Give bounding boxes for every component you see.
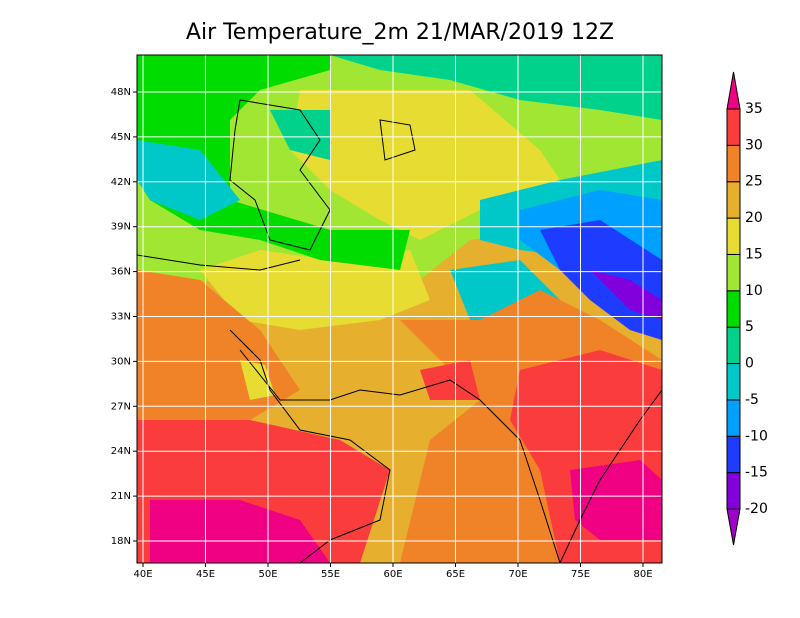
colorbar-bin <box>726 399 741 437</box>
coast-line <box>399 379 662 563</box>
plot-frame <box>136 54 663 564</box>
colorbar: -20 -15 -10 -5 0 5 10 15 20 25 30 35 <box>726 71 768 546</box>
colorbar-bin <box>726 435 741 474</box>
lat-label: 24N <box>111 446 131 457</box>
field-region <box>150 500 330 563</box>
colorbar-bin <box>726 181 741 219</box>
lon-label: 60E <box>383 569 402 580</box>
colorbar-label: -15 <box>745 465 768 481</box>
field-region <box>570 460 662 540</box>
colorbar-label: 15 <box>745 246 763 262</box>
field-region <box>590 270 662 320</box>
colorbar-bin <box>726 253 741 292</box>
field-region <box>137 140 240 220</box>
colorbar-label: 35 <box>745 101 763 117</box>
lat-label: 27N <box>111 401 131 412</box>
graticule <box>137 55 662 563</box>
lat-label: 45N <box>111 132 131 143</box>
lat-label: 36N <box>111 267 131 278</box>
temperature-field <box>137 55 662 563</box>
lon-label: 45E <box>196 569 215 580</box>
title: Air Temperature_2m 21/MAR/2019 12Z <box>186 20 614 45</box>
colorbar-bin <box>726 108 741 146</box>
colorbar-label: 0 <box>745 356 754 372</box>
lon-label: 50E <box>258 569 277 580</box>
lat-label: 48N <box>111 87 131 98</box>
colorbar-bin <box>726 326 741 365</box>
caspian-coast <box>229 99 331 251</box>
lon-label: 70E <box>508 569 527 580</box>
colorbar-label: -20 <box>745 501 768 517</box>
coastlines <box>137 99 662 563</box>
lon-label: 55E <box>321 569 340 580</box>
lat-label: 18N <box>111 536 131 547</box>
lat-label: 39N <box>111 222 131 233</box>
lon-label: 80E <box>633 569 652 580</box>
colorbar-bin <box>726 290 741 328</box>
colorbar-label: 10 <box>745 283 763 299</box>
axes: 18N 21N 24N 27N 30N 33N 36N 39N 42N 45N 48N 40E 45E 5… <box>111 87 653 580</box>
colorbar-label: -5 <box>745 392 759 408</box>
colorbar-bin <box>726 144 741 183</box>
colorbar-over <box>726 71 741 110</box>
colorbar-under <box>726 508 741 546</box>
lon-label: 75E <box>571 569 590 580</box>
colorbar-bin <box>726 472 741 510</box>
lat-label: 42N <box>111 177 131 188</box>
lon-label: 65E <box>446 569 465 580</box>
field-region <box>240 360 275 400</box>
colorbar-bin <box>726 363 741 401</box>
colorbar-label: 5 <box>745 319 754 335</box>
lon-label: 40E <box>133 569 152 580</box>
aral-coast <box>379 119 416 161</box>
lat-label: 33N <box>111 312 131 323</box>
colorbar-label: -10 <box>745 428 768 444</box>
colorbar-label: 25 <box>745 174 763 190</box>
lat-label: 21N <box>111 491 131 502</box>
colorbar-label: 20 <box>745 210 763 226</box>
lat-label: 30N <box>111 356 131 367</box>
field-region <box>330 55 662 120</box>
colorbar-bin <box>726 217 741 255</box>
colorbar-label: 30 <box>745 137 763 153</box>
